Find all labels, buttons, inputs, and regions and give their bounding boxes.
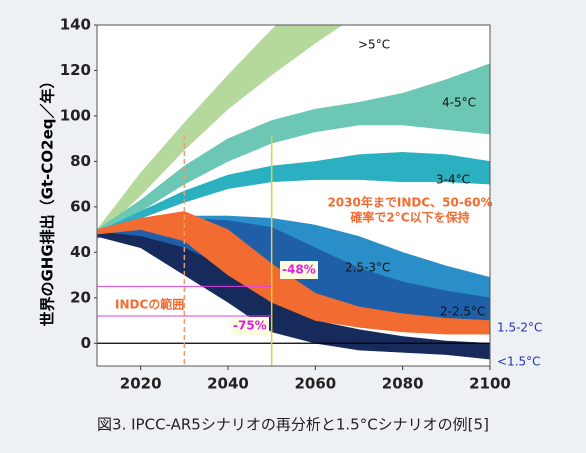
series-label: 4-5°C xyxy=(442,96,476,110)
band xyxy=(97,25,343,237)
band xyxy=(97,211,490,335)
y-tick-label: 120 xyxy=(60,61,91,79)
series-label: >5°C xyxy=(358,38,390,52)
annotation: 2030年までINDC、50-60% xyxy=(327,195,492,210)
bands xyxy=(97,25,490,360)
y-tick-label: 140 xyxy=(60,16,91,34)
x-tick-label: 2020 xyxy=(120,375,162,393)
y-tick-label: 20 xyxy=(70,288,91,306)
series-label: 2.5-3°C xyxy=(345,261,390,275)
annotation: -75% xyxy=(233,319,267,333)
x-tick-label: 2080 xyxy=(382,375,424,393)
series-label: 3-4°C xyxy=(436,173,470,187)
y-axis-label: 世界のGHG排出（Gt-CO2eq／年） xyxy=(39,74,57,327)
y-tick-label: 40 xyxy=(70,243,91,261)
y-tick-label: 0 xyxy=(81,334,91,352)
series-label: <1.5°C xyxy=(497,355,541,369)
band xyxy=(97,63,490,237)
annotation: 確率で2°C以下を保持 xyxy=(350,210,469,225)
frame xyxy=(96,24,491,367)
annotation: INDCの範囲 xyxy=(115,297,184,312)
x-tick-label: 2100 xyxy=(469,375,511,393)
annotation: -48% xyxy=(282,263,316,277)
caption: 図3. IPCC-AR5シナリオの再分析と1.5°Cシナリオの例[5] xyxy=(97,416,489,434)
series-label: 1.5-2°C xyxy=(497,321,542,335)
y-tick-label: 60 xyxy=(70,197,91,215)
annotation-box xyxy=(231,317,269,335)
x-tick-label: 2040 xyxy=(207,375,249,393)
x-tick-label: 2060 xyxy=(294,375,336,393)
annotation-box xyxy=(280,261,318,279)
band xyxy=(97,152,490,239)
series-label: 2-2.5°C xyxy=(440,305,485,319)
y-tick-label: 100 xyxy=(60,106,91,124)
y-tick-label: 80 xyxy=(70,152,91,170)
